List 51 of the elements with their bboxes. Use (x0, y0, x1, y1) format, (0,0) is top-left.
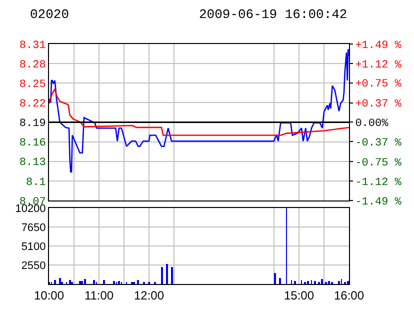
y2-tick-label: -0.37 % (355, 138, 402, 150)
chart-subtitle: 2009-06-19 16:00:42 (199, 7, 348, 22)
bar (84, 279, 86, 284)
y2-tick-label: +0.75 % (355, 78, 402, 91)
y-tick-label: 8.13 (19, 157, 46, 170)
bar (103, 280, 105, 284)
y2-tick-label: -1.12 % (355, 176, 402, 189)
y-tick-label: 8.22 (19, 98, 46, 111)
y-tick-label: 8.16 (19, 138, 46, 150)
bar (81, 281, 83, 284)
bar (54, 280, 56, 284)
y2-tick-label: -1.49 % (355, 196, 402, 208)
bar (294, 281, 296, 284)
chart-title: 02020 (30, 7, 70, 22)
y-tick-label: 10200 (15, 203, 46, 216)
y2-tick-label: -0.75 % (355, 157, 402, 170)
bar (166, 264, 168, 284)
y-tick-label: 8.19 (19, 118, 46, 130)
bar (347, 281, 349, 284)
y-tick-label: 8.25 (19, 78, 46, 91)
bar (321, 279, 323, 284)
x-tick-label: 16:00 (334, 288, 364, 302)
y-tick-label: 8.1 (26, 176, 46, 189)
bar (69, 280, 71, 284)
bar (93, 280, 95, 284)
bar (279, 278, 281, 284)
y-tick-label: 2550 (21, 260, 46, 272)
bar (113, 281, 115, 284)
bar (314, 281, 316, 284)
y-tick-label: 7650 (21, 222, 46, 234)
bar (338, 281, 340, 284)
bar (161, 267, 163, 284)
x-tick-label: 12:00 (134, 288, 164, 302)
bar (171, 267, 173, 284)
y2-tick-label: 0.00% (355, 118, 389, 130)
bar (307, 281, 309, 284)
y-tick-label: 5100 (21, 240, 46, 253)
bar (328, 281, 330, 284)
x-tick-label: 15:00 (284, 288, 314, 302)
bar (137, 280, 139, 284)
bar (118, 281, 120, 284)
bar (274, 273, 276, 284)
bar (59, 278, 61, 284)
x-tick-label: 10:00 (34, 288, 64, 302)
y2-tick-label: +1.12 % (355, 59, 402, 72)
y-tick-label: 8.28 (19, 59, 46, 72)
y2-tick-label: +1.49 % (355, 40, 402, 52)
bar (79, 281, 81, 284)
y2-tick-label: +0.37 % (355, 98, 402, 111)
y-tick-label: 8.31 (19, 40, 46, 52)
x-tick-label: 11:00 (84, 288, 114, 302)
